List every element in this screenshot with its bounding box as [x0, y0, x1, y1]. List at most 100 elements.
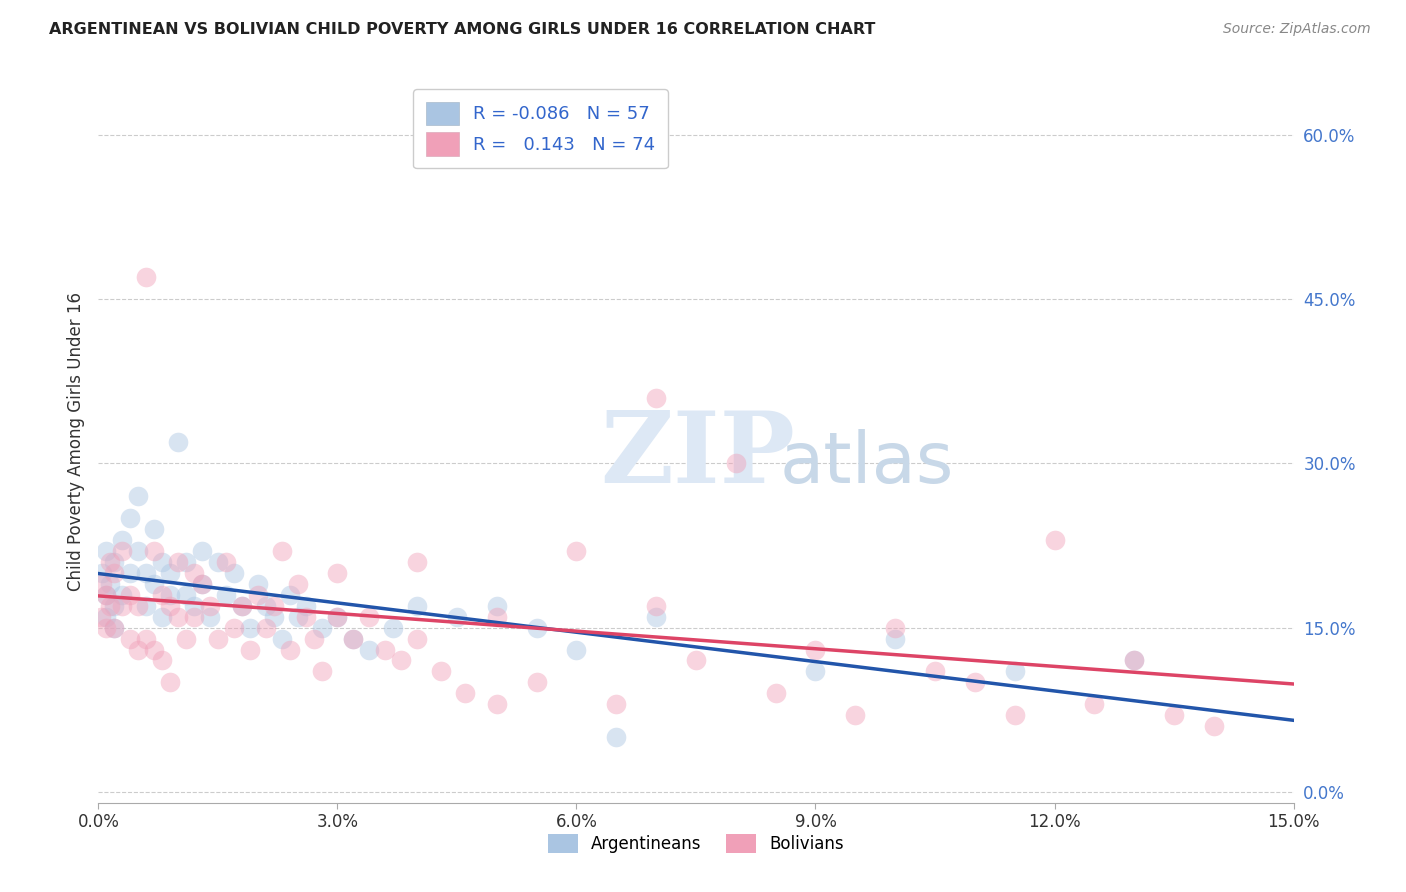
Y-axis label: Child Poverty Among Girls Under 16: Child Poverty Among Girls Under 16 [66, 292, 84, 591]
Point [143, 522, 166, 536]
Point [120, 588, 142, 602]
Point [215, 555, 238, 569]
Point [278, 588, 301, 602]
Point [359, 642, 381, 657]
Point [605, 730, 627, 744]
Point [98, 577, 122, 591]
Point [342, 632, 364, 646]
Point [183, 599, 205, 613]
Point [222, 621, 245, 635]
Point [389, 653, 412, 667]
Point [374, 642, 396, 657]
Point [1004, 708, 1026, 723]
Point [120, 566, 142, 580]
Point [254, 621, 277, 635]
Point [135, 566, 157, 580]
Point [111, 533, 134, 547]
Point [90, 609, 112, 624]
Point [111, 588, 134, 602]
Point [191, 577, 214, 591]
Point [150, 588, 173, 602]
Point [406, 555, 429, 569]
Point [1004, 665, 1026, 679]
Text: atlas: atlas [779, 429, 955, 498]
Point [222, 566, 245, 580]
Point [884, 632, 907, 646]
Point [91, 566, 114, 580]
Point [103, 566, 125, 580]
Point [270, 632, 292, 646]
Point [645, 609, 668, 624]
Point [254, 599, 277, 613]
Point [565, 544, 588, 558]
Point [191, 544, 214, 558]
Point [804, 665, 827, 679]
Point [167, 434, 190, 449]
Point [135, 270, 157, 285]
Point [143, 544, 166, 558]
Point [96, 544, 118, 558]
Point [159, 675, 181, 690]
Point [127, 642, 149, 657]
Point [167, 609, 190, 624]
Point [454, 686, 477, 700]
Point [231, 599, 253, 613]
Point [183, 566, 205, 580]
Point [191, 577, 214, 591]
Point [1123, 653, 1146, 667]
Point [231, 599, 253, 613]
Point [167, 555, 190, 569]
Point [174, 632, 197, 646]
Point [150, 653, 173, 667]
Point [120, 511, 142, 525]
Point [91, 577, 114, 591]
Point [1202, 719, 1225, 733]
Point [98, 599, 122, 613]
Point [143, 642, 166, 657]
Point [1083, 698, 1105, 712]
Text: ARGENTINEAN VS BOLIVIAN CHILD POVERTY AMONG GIRLS UNDER 16 CORRELATION CHART: ARGENTINEAN VS BOLIVIAN CHILD POVERTY AM… [49, 22, 876, 37]
Point [294, 609, 316, 624]
Point [430, 665, 453, 679]
Point [246, 588, 269, 602]
Point [183, 609, 205, 624]
Point [239, 642, 262, 657]
Point [359, 609, 381, 624]
Point [804, 642, 827, 657]
Point [485, 609, 508, 624]
Point [326, 609, 349, 624]
Point [127, 544, 149, 558]
Legend: Argentineans, Bolivians: Argentineans, Bolivians [541, 827, 851, 860]
Point [485, 698, 508, 712]
Point [884, 621, 907, 635]
Point [239, 621, 262, 635]
Point [526, 675, 548, 690]
Point [103, 599, 125, 613]
Point [406, 632, 429, 646]
Point [135, 632, 157, 646]
Point [302, 632, 325, 646]
Point [406, 599, 429, 613]
Point [111, 599, 134, 613]
Point [198, 609, 221, 624]
Point [645, 599, 668, 613]
Point [96, 609, 118, 624]
Point [246, 577, 269, 591]
Point [96, 588, 118, 602]
Point [446, 609, 468, 624]
Point [311, 665, 333, 679]
Point [526, 621, 548, 635]
Point [1043, 533, 1066, 547]
Point [159, 599, 181, 613]
Point [103, 621, 125, 635]
Point [724, 457, 747, 471]
Point [1163, 708, 1185, 723]
Point [159, 566, 181, 580]
Point [263, 599, 285, 613]
Point [342, 632, 364, 646]
Point [485, 599, 508, 613]
Point [963, 675, 986, 690]
Point [150, 555, 173, 569]
Point [263, 609, 285, 624]
Point [685, 653, 707, 667]
